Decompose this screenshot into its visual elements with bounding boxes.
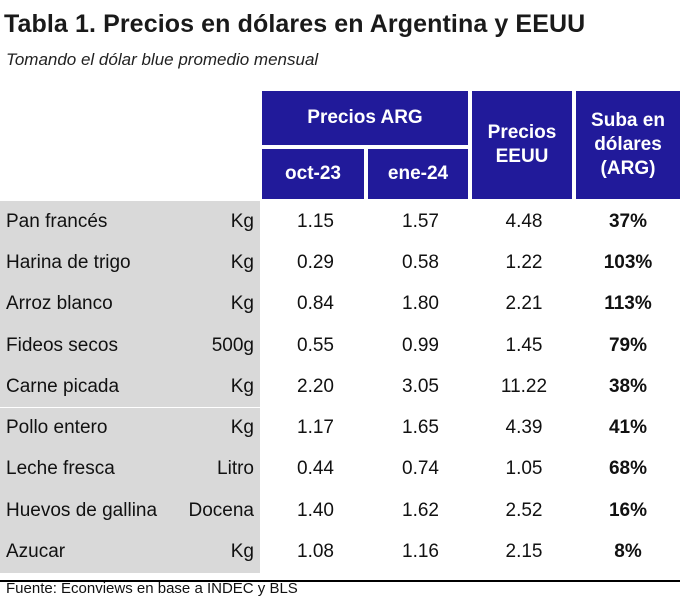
ene-24-cell: 1.62 [402, 499, 439, 521]
unit-cell: Docena [170, 490, 260, 532]
ene-24-cell: 1.65 [402, 417, 439, 439]
product-cell: Pollo entero [0, 407, 170, 449]
unit-cell: Kg [170, 283, 260, 325]
eeuu-cell: 4.48 [505, 210, 543, 232]
table-row: Arroz blanco Kg 0.84 1.80 2.21 113% [0, 283, 680, 325]
oct-23-cell: 1.40 [297, 499, 334, 521]
ene-24-cell: 0.99 [402, 334, 439, 356]
ene-24-cell: 1.16 [402, 541, 439, 563]
unit-cell: Kg [170, 366, 260, 408]
eeuu-cell: 2.21 [505, 293, 543, 315]
unit-cell: Kg [170, 531, 260, 573]
unit-cell: Kg [170, 201, 260, 243]
table-subtitle: Tomando el dólar blue promedio mensual [6, 50, 319, 69]
unit-cell: Kg [170, 242, 260, 284]
suba-cell: 79% [608, 334, 648, 356]
eeuu-cell: 1.22 [505, 251, 543, 273]
suba-cell: 16% [608, 499, 648, 521]
unit-cell: Litro [170, 448, 260, 491]
header-ene-24: ene-24 [368, 149, 468, 199]
table-row: Carne picada Kg 2.20 3.05 11.22 38% [0, 366, 680, 408]
table-row: Harina de trigo Kg 0.29 0.58 1.22 103% [0, 242, 680, 284]
oct-23-cell: 0.55 [297, 334, 334, 356]
ene-24-cell: 1.80 [402, 293, 439, 315]
suba-cell: 8% [614, 541, 642, 563]
unit-cell: Kg [170, 407, 260, 449]
suba-cell: 103% [603, 251, 653, 273]
suba-cell: 37% [608, 210, 648, 232]
oct-23-cell: 1.15 [297, 210, 334, 232]
product-cell: Fideos secos [0, 324, 170, 367]
oct-23-cell: 0.84 [297, 293, 334, 315]
eeuu-cell: 11.22 [500, 375, 548, 397]
product-cell: Harina de trigo [0, 242, 170, 284]
ene-24-cell: 1.57 [402, 210, 439, 232]
suba-cell: 38% [608, 375, 648, 397]
eeuu-cell: 1.05 [505, 458, 543, 480]
table-row: Huevos de gallina Docena 1.40 1.62 2.52 16% [0, 490, 680, 532]
eeuu-cell: 2.15 [505, 541, 543, 563]
ene-24-cell: 0.58 [402, 251, 439, 273]
oct-23-cell: 1.08 [297, 541, 334, 563]
table-title: Tabla 1. Precios en dólares en Argentina… [4, 10, 586, 38]
ene-24-cell: 3.05 [402, 375, 439, 397]
oct-23-cell: 2.20 [297, 375, 334, 397]
header-precios-arg: Precios ARG [262, 91, 468, 145]
suba-cell: 113% [604, 293, 652, 315]
product-cell: Huevos de gallina [0, 490, 170, 532]
oct-23-cell: 1.17 [297, 417, 334, 439]
eeuu-cell: 2.52 [505, 499, 543, 521]
product-cell: Leche fresca [0, 448, 170, 491]
header-suba-en-dolares: Suba en dólares (ARG) [576, 91, 680, 199]
oct-23-cell: 0.29 [297, 251, 334, 273]
unit-cell: 500g [170, 324, 260, 367]
header-precios-eeuu: Precios EEUU [472, 91, 572, 199]
table-row: Fideos secos 500g 0.55 0.99 1.45 79% [0, 324, 680, 367]
table-row: Pan francés Kg 1.15 1.57 4.48 37% [0, 201, 680, 243]
bottom-rule [0, 580, 680, 582]
oct-23-cell: 0.44 [297, 458, 334, 480]
table-row: Pollo entero Kg 1.17 1.65 4.39 41% [0, 407, 680, 449]
eeuu-cell: 4.39 [505, 417, 543, 439]
table-row: Azucar Kg 1.08 1.16 2.15 8% [0, 531, 680, 573]
source-note: Fuente: Econviews en base a INDEC y BLS [6, 580, 298, 597]
suba-cell: 41% [608, 417, 648, 439]
suba-cell: 68% [608, 458, 648, 480]
ene-24-cell: 0.74 [402, 458, 439, 480]
eeuu-cell: 1.45 [505, 334, 543, 356]
product-cell: Pan francés [0, 201, 170, 243]
header-oct-23: oct-23 [262, 149, 364, 199]
product-cell: Arroz blanco [0, 283, 170, 325]
table-row: Leche fresca Litro 0.44 0.74 1.05 68% [0, 448, 680, 491]
product-cell: Azucar [0, 531, 170, 573]
product-cell: Carne picada [0, 366, 170, 408]
